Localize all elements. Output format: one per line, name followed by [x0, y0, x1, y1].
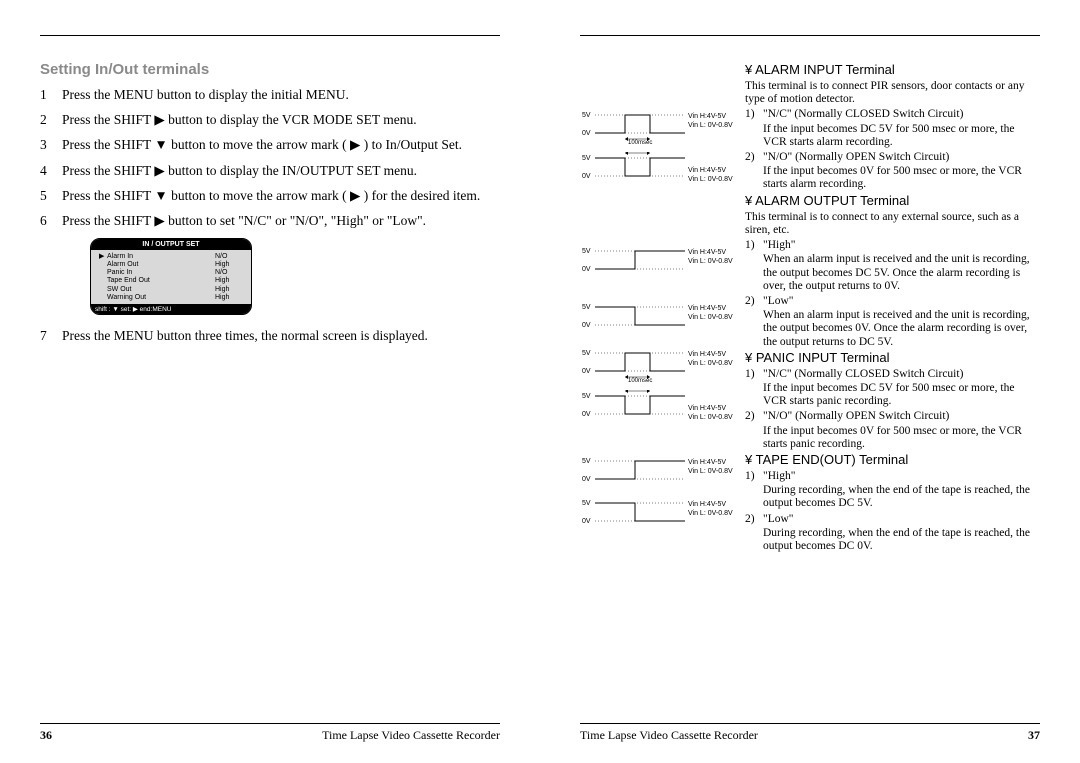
page-number: 36 — [40, 728, 52, 743]
svg-text:0V: 0V — [582, 322, 591, 329]
menu-rows: ▶Alarm InN/O Alarm OutHigh Panic InN/O T… — [91, 250, 251, 303]
waveform-low-step: 5V 0V Vin H:4V-5V Vin L: 0V-0.8V — [580, 301, 735, 331]
waveform-column: 5V 0V Vin H:4V-5V Vin L: 0V-0.8V 100msec — [580, 61, 735, 555]
svg-text:Vin L: 0V-0.8V: Vin L: 0V-0.8V — [688, 414, 733, 421]
terminal-head-1: ¥ ALARM INPUT Terminal — [745, 63, 1040, 78]
step-3: 3 Press the SHIFT ▼ button to move the a… — [40, 136, 500, 154]
svg-text:Vin L: 0V-0.8V: Vin L: 0V-0.8V — [688, 510, 733, 517]
waveform-tape-low: 5V 0V Vin H:4V-5V Vin L: 0V-0.8V — [580, 497, 735, 527]
svg-text:5V: 5V — [582, 304, 591, 311]
waveform-panic-nc: 5V 0V Vin H:4V-5V Vin L: 0V-0.8V 100msec — [580, 347, 735, 382]
terminal-head-2: ¥ ALARM OUTPUT Terminal — [745, 194, 1040, 209]
svg-text:Vin H:4V-5V: Vin H:4V-5V — [688, 113, 726, 120]
menu-row: Tape End OutHigh — [91, 277, 251, 285]
svg-text:Vin L: 0V-0.8V: Vin L: 0V-0.8V — [688, 122, 733, 129]
svg-text:Vin H:4V-5V: Vin H:4V-5V — [688, 405, 726, 412]
footer-text: Time Lapse Video Cassette Recorder — [322, 728, 500, 743]
svg-text:5V: 5V — [582, 458, 591, 465]
menu-row: ▶Alarm InN/O — [91, 253, 251, 261]
terminal-intro-1: This terminal is to connect PIR sensors,… — [745, 80, 1040, 106]
svg-text:Vin H:4V-5V: Vin H:4V-5V — [688, 351, 726, 358]
waveform-high-step: 5V 0V Vin H:4V-5V Vin L: 0V-0.8V — [580, 245, 735, 275]
two-page-spread: Setting In/Out terminals 1 Press the MEN… — [0, 0, 1080, 763]
page-37: 5V 0V Vin H:4V-5V Vin L: 0V-0.8V 100msec — [540, 0, 1080, 763]
svg-text:Vin H:4V-5V: Vin H:4V-5V — [688, 167, 726, 174]
svg-text:5V: 5V — [582, 155, 591, 162]
menu-row: Alarm OutHigh — [91, 261, 251, 269]
svg-text:5V: 5V — [582, 350, 591, 357]
menu-footer: shift : ▼ set: ▶ end:MENU — [91, 304, 251, 314]
terminal-intro-2: This terminal is to connect to any exter… — [745, 211, 1040, 237]
step-7: 7 Press the MENU button three times, the… — [40, 327, 500, 345]
footer-text: Time Lapse Video Cassette Recorder — [580, 728, 758, 743]
waveform-no-pulse: 5V 0V 100msec Vin H:4V-5V Vin L: 0V-0.8V — [580, 152, 735, 187]
waveform-tape-high: 5V 0V Vin H:4V-5V Vin L: 0V-0.8V — [580, 455, 735, 485]
top-rule — [40, 35, 500, 36]
menu-header: IN / OUTPUT SET — [91, 239, 251, 250]
svg-text:100msec: 100msec — [628, 390, 652, 392]
svg-text:Vin H:4V-5V: Vin H:4V-5V — [688, 305, 726, 312]
step-1: 1 Press the MENU button to display the i… — [40, 86, 500, 104]
svg-text:0V: 0V — [582, 411, 591, 418]
svg-text:0V: 0V — [582, 476, 591, 483]
waveform-panic-no: 5V 0V 100msec Vin H:4V-5V Vin L: 0V-0.8V — [580, 390, 735, 425]
svg-text:5V: 5V — [582, 248, 591, 255]
svg-text:0V: 0V — [582, 368, 591, 375]
right-content: 5V 0V Vin H:4V-5V Vin L: 0V-0.8V 100msec — [580, 61, 1040, 555]
page-footer: Time Lapse Video Cassette Recorder 37 — [580, 723, 1040, 743]
svg-text:Vin H:4V-5V: Vin H:4V-5V — [688, 501, 726, 508]
svg-text:0V: 0V — [582, 266, 591, 273]
svg-text:5V: 5V — [582, 112, 591, 119]
steps-list-2: 7 Press the MENU button three times, the… — [40, 327, 500, 345]
terminal-head-4: ¥ TAPE END(OUT) Terminal — [745, 453, 1040, 468]
menu-row: Warning OutHigh — [91, 294, 251, 302]
svg-text:Vin H:4V-5V: Vin H:4V-5V — [688, 249, 726, 256]
osd-menu-box: IN / OUTPUT SET ▶Alarm InN/O Alarm OutHi… — [90, 238, 252, 314]
page-36: Setting In/Out terminals 1 Press the MEN… — [0, 0, 540, 763]
svg-text:5V: 5V — [582, 393, 591, 400]
svg-text:0V: 0V — [582, 518, 591, 525]
svg-text:5V: 5V — [582, 500, 591, 507]
svg-text:Vin L: 0V-0.8V: Vin L: 0V-0.8V — [688, 314, 733, 321]
svg-text:100msec: 100msec — [628, 152, 652, 154]
svg-text:Vin L: 0V-0.8V: Vin L: 0V-0.8V — [688, 468, 733, 475]
steps-list: 1 Press the MENU button to display the i… — [40, 86, 500, 230]
step-6: 6 Press the SHIFT ▶ button to set "N/C" … — [40, 212, 500, 230]
terminal-text-column: ¥ ALARM INPUT Terminal This terminal is … — [745, 61, 1040, 555]
menu-row: Panic InN/O — [91, 269, 251, 277]
page-footer: 36 Time Lapse Video Cassette Recorder — [40, 723, 500, 743]
terminal-head-3: ¥ PANIC INPUT Terminal — [745, 351, 1040, 366]
step-5: 5 Press the SHIFT ▼ button to move the a… — [40, 187, 500, 205]
svg-text:Vin H:4V-5V: Vin H:4V-5V — [688, 459, 726, 466]
page-number: 37 — [1028, 728, 1040, 743]
menu-row: SW OutHigh — [91, 286, 251, 294]
waveform-nc-pulse: 5V 0V Vin H:4V-5V Vin L: 0V-0.8V 100msec — [580, 109, 735, 144]
step-4: 4 Press the SHIFT ▶ button to display th… — [40, 162, 500, 180]
svg-text:100msec: 100msec — [628, 140, 652, 144]
svg-text:Vin L: 0V-0.8V: Vin L: 0V-0.8V — [688, 176, 733, 183]
svg-text:Vin L: 0V-0.8V: Vin L: 0V-0.8V — [688, 360, 733, 367]
section-title: Setting In/Out terminals — [40, 61, 500, 78]
svg-text:100msec: 100msec — [628, 378, 652, 382]
step-2: 2 Press the SHIFT ▶ button to display th… — [40, 111, 500, 129]
svg-text:0V: 0V — [582, 173, 591, 180]
svg-text:Vin L: 0V-0.8V: Vin L: 0V-0.8V — [688, 258, 733, 265]
svg-text:0V: 0V — [582, 130, 591, 137]
top-rule — [580, 35, 1040, 36]
